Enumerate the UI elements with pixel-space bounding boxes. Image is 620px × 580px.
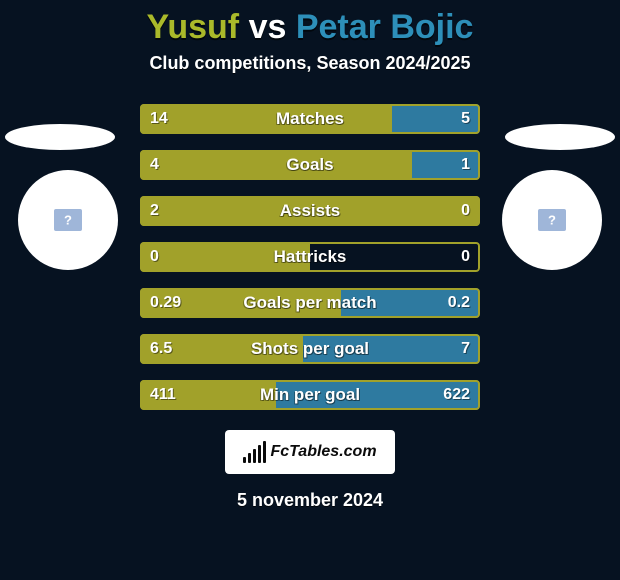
brand-badge: FcTables.com — [225, 430, 395, 474]
bar-fill-left — [140, 380, 276, 410]
brand-text: FcTables.com — [270, 443, 376, 461]
vs-text: vs — [249, 8, 287, 46]
stat-row: Goals41 — [140, 150, 480, 180]
bar-fill-left — [140, 288, 341, 318]
player1-name: Yusuf — [147, 8, 240, 46]
date-text: 5 november 2024 — [0, 490, 620, 511]
bar-track — [140, 288, 480, 318]
bar-track — [140, 104, 480, 134]
stat-row: Assists20 — [140, 196, 480, 226]
placeholder-image-icon — [538, 209, 566, 231]
stat-row: Matches145 — [140, 104, 480, 134]
bars-icon — [243, 441, 266, 463]
bar-fill-left — [140, 196, 480, 226]
player2-name: Petar Bojic — [296, 8, 474, 46]
bar-track — [140, 380, 480, 410]
bar-fill-left — [140, 150, 412, 180]
comparison-title: Yusuf vs Petar Bojic — [0, 0, 620, 47]
bar-fill-right — [276, 380, 480, 410]
player1-avatar — [18, 170, 118, 270]
bar-fill-right — [392, 104, 480, 134]
bar-fill-right — [412, 150, 480, 180]
stat-row: Hattricks00 — [140, 242, 480, 272]
bar-fill-right — [303, 334, 480, 364]
stat-row: Min per goal411622 — [140, 380, 480, 410]
bar-fill-left — [140, 334, 303, 364]
decor-ellipse-right — [505, 124, 615, 150]
bar-track — [140, 334, 480, 364]
stat-row: Goals per match0.290.2 — [140, 288, 480, 318]
bar-track — [140, 196, 480, 226]
stats-bars: Matches145 Goals41 Assists20 Hattricks00 Goa… — [140, 104, 480, 410]
bar-track — [140, 242, 480, 272]
stat-row: Shots per goal6.57 — [140, 334, 480, 364]
bar-fill-left — [140, 104, 392, 134]
subtitle: Club competitions, Season 2024/2025 — [0, 53, 620, 74]
placeholder-image-icon — [54, 209, 82, 231]
bar-fill-left — [140, 242, 310, 272]
bar-track — [140, 150, 480, 180]
bar-fill-right — [341, 288, 480, 318]
decor-ellipse-left — [5, 124, 115, 150]
player2-avatar — [502, 170, 602, 270]
